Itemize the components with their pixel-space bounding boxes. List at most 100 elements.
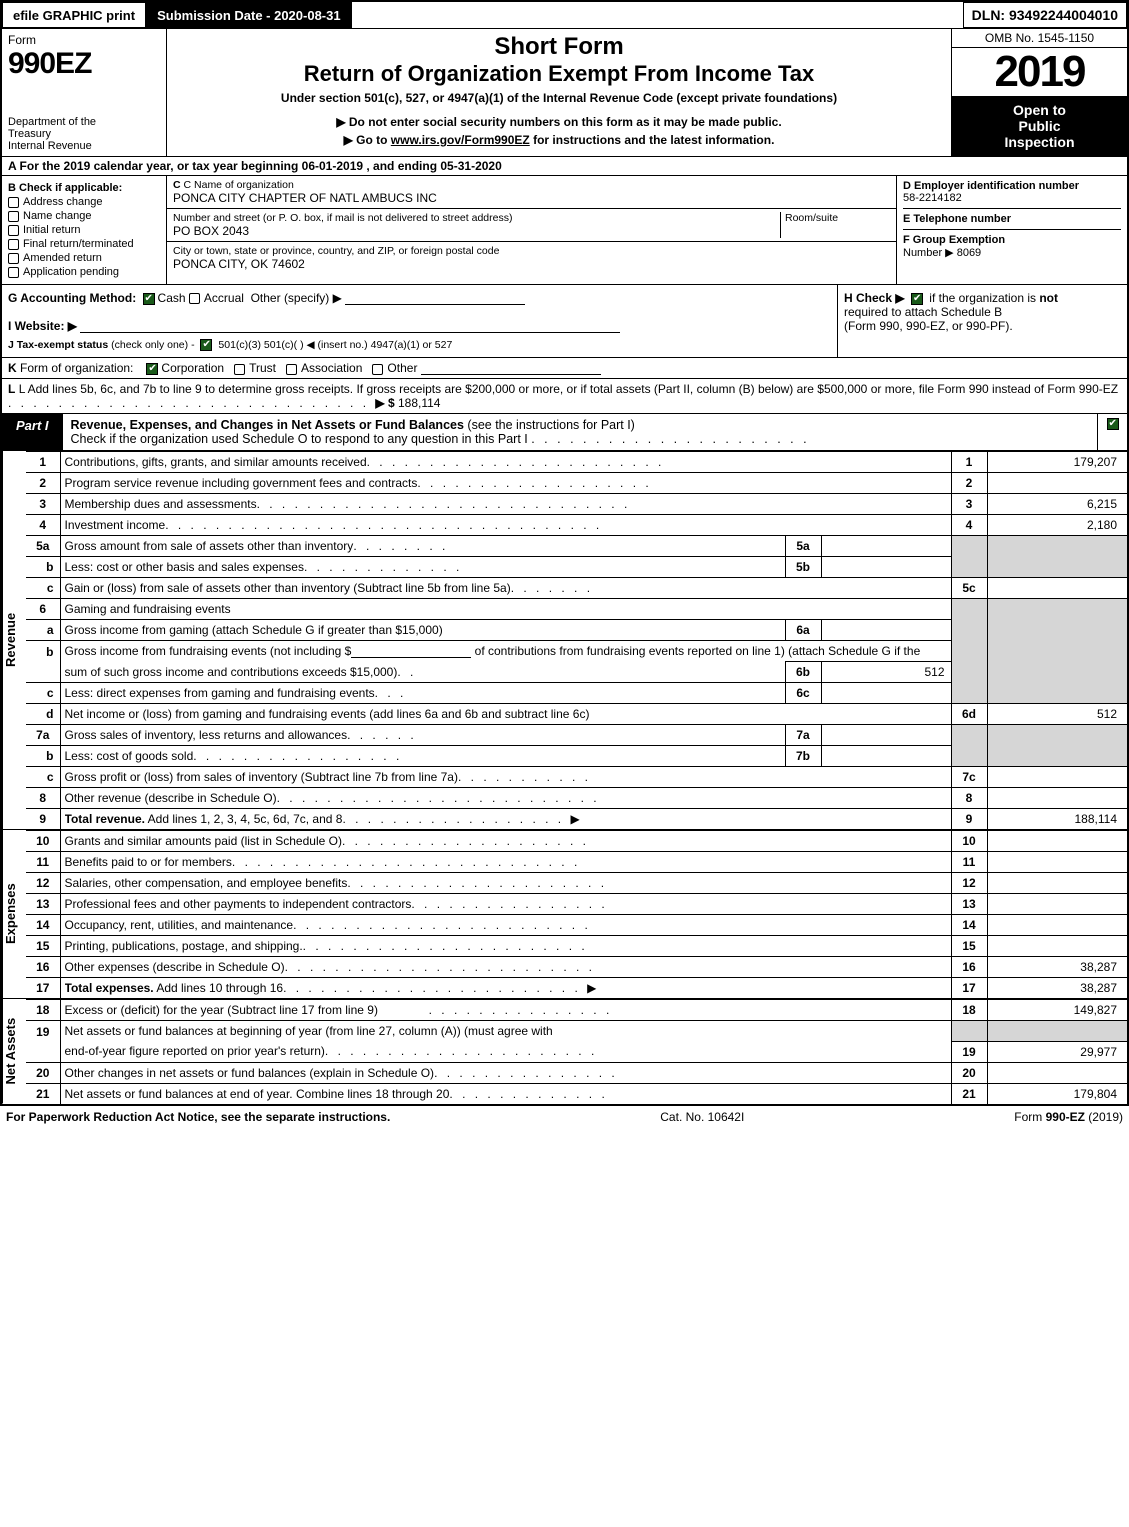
line-value: 38,287 [987, 957, 1127, 978]
line-desc: Gross profit or (loss) from sales of inv… [60, 767, 951, 788]
line-row: 9 Total revenue. Add lines 1, 2, 3, 4, 5… [26, 809, 1127, 830]
cb-label: Name change [23, 210, 92, 222]
line-desc: Gross income from gaming (attach Schedul… [60, 620, 785, 641]
line-row: 1 Contributions, gifts, grants, and simi… [26, 452, 1127, 473]
line-num: c [26, 578, 60, 599]
h-line2: required to attach Schedule B [844, 305, 1002, 319]
revenue-side-label: Revenue [2, 451, 26, 829]
line-desc: Excess or (deficit) for the year (Subtra… [60, 1000, 951, 1021]
part-i-checkbox[interactable] [1097, 414, 1127, 450]
line-num: b [26, 641, 60, 683]
line-rnum: 5c [951, 578, 987, 599]
line-row: c Less: direct expenses from gaming and … [26, 683, 1127, 704]
k-assoc: Association [301, 361, 362, 375]
checkbox-checked-icon[interactable] [146, 363, 158, 375]
checkbox-icon[interactable] [234, 364, 245, 375]
line-value: 179,207 [987, 452, 1127, 473]
cb-application-pending[interactable]: Application pending [8, 266, 160, 278]
line-row: 3 Membership dues and assessments. . . .… [26, 494, 1127, 515]
cb-label: Address change [23, 196, 103, 208]
mid-num: 5b [785, 557, 821, 578]
checkbox-icon[interactable] [286, 364, 297, 375]
checkbox-checked-icon[interactable] [200, 339, 212, 351]
cb-final-return[interactable]: Final return/terminated [8, 238, 160, 250]
line-desc: Gain or (loss) from sale of assets other… [60, 578, 951, 599]
line-row: 4 Investment income. . . . . . . . . . .… [26, 515, 1127, 536]
line-num: 20 [26, 1062, 60, 1083]
page-footer: For Paperwork Reduction Act Notice, see … [0, 1106, 1129, 1128]
phone-section: E Telephone number [903, 213, 1121, 230]
line-value [987, 557, 1127, 578]
goto-pre: ▶ Go to [344, 133, 391, 147]
line-rnum [951, 662, 987, 683]
revenue-table: 1 Contributions, gifts, grants, and simi… [26, 451, 1127, 829]
checkbox-icon[interactable] [372, 364, 383, 375]
line-row: 14 Occupancy, rent, utilities, and maint… [26, 915, 1127, 936]
checkbox-icon[interactable] [189, 293, 200, 304]
cb-address-change[interactable]: Address change [8, 196, 160, 208]
line-rnum [951, 746, 987, 767]
expenses-section: Expenses 10 Grants and similar amounts p… [2, 829, 1127, 998]
line-num: d [26, 704, 60, 725]
line-desc: Membership dues and assessments. . . . .… [60, 494, 951, 515]
checkbox-checked-icon[interactable] [911, 293, 923, 305]
line-num: 4 [26, 515, 60, 536]
efile-print-button[interactable]: efile GRAPHIC print [2, 2, 146, 28]
line-num: 19 [26, 1021, 60, 1063]
line-value [987, 641, 1127, 662]
checkbox-checked-icon[interactable] [143, 293, 155, 305]
line-rnum: 2 [951, 473, 987, 494]
cb-name-change[interactable]: Name change [8, 210, 160, 222]
line-row-cont: end-of-year figure reported on prior yea… [26, 1041, 1127, 1062]
expenses-table: 10 Grants and similar amounts paid (list… [26, 830, 1127, 998]
line-num: 11 [26, 852, 60, 873]
line-row: 8 Other revenue (describe in Schedule O)… [26, 788, 1127, 809]
no-ssn-note: ▶ Do not enter social security numbers o… [175, 115, 943, 129]
net-assets-side-label: Net Assets [2, 999, 26, 1104]
dept-line2: Treasury [8, 128, 51, 140]
other-specify-field[interactable] [345, 291, 525, 305]
goto-note: ▶ Go to www.irs.gov/Form990EZ for instru… [175, 133, 943, 147]
irs-link[interactable]: www.irs.gov/Form990EZ [391, 133, 530, 147]
part-i-check-text: Check if the organization used Schedule … [71, 432, 528, 446]
k-other-field[interactable] [421, 361, 601, 375]
cb-initial-return[interactable]: Initial return [8, 224, 160, 236]
line-num: a [26, 620, 60, 641]
phone-label: E Telephone number [903, 213, 1011, 225]
line-desc: Professional fees and other payments to … [60, 894, 951, 915]
website-field[interactable] [80, 319, 620, 333]
form-header: Form 990EZ Department of the Treasury In… [2, 28, 1127, 156]
expenses-side-label: Expenses [2, 830, 26, 998]
line-row: 12 Salaries, other compensation, and emp… [26, 873, 1127, 894]
line-num: c [26, 683, 60, 704]
j-note: (check only one) - [111, 339, 194, 351]
line-num: 12 [26, 873, 60, 894]
mid-val [821, 683, 951, 704]
ghij-left: G Accounting Method: Cash Accrual Other … [2, 285, 837, 357]
line-desc: Program service revenue including govern… [60, 473, 951, 494]
line-num: 6 [26, 599, 60, 620]
line-row: 16 Other expenses (describe in Schedule … [26, 957, 1127, 978]
revenue-section: Revenue 1 Contributions, gifts, grants, … [2, 450, 1127, 829]
line-row: 2 Program service revenue including gove… [26, 473, 1127, 494]
checkbox-icon [8, 253, 19, 264]
ein-value: 58-2214182 [903, 192, 962, 204]
line-row: 6 Gaming and fundraising events [26, 599, 1127, 620]
group-exemption-value: 8069 [957, 247, 981, 259]
mid-num: 6a [785, 620, 821, 641]
line-num: c [26, 767, 60, 788]
line-desc: Printing, publications, postage, and shi… [60, 936, 951, 957]
line-rnum: 12 [951, 873, 987, 894]
submission-date-badge: Submission Date - 2020-08-31 [146, 2, 352, 28]
line-rnum: 4 [951, 515, 987, 536]
line-num: 3 [26, 494, 60, 515]
open-line2: Public [1018, 118, 1060, 134]
line-desc: Benefits paid to or for members. . . . .… [60, 852, 951, 873]
cb-amended-return[interactable]: Amended return [8, 252, 160, 264]
part-i-header: Part I Revenue, Expenses, and Changes in… [2, 413, 1127, 450]
line-desc: Less: cost or other basis and sales expe… [60, 557, 785, 578]
line-rnum: 3 [951, 494, 987, 515]
contrib-amount-field[interactable] [351, 644, 471, 658]
line-num: 5a [26, 536, 60, 557]
line-value [987, 852, 1127, 873]
